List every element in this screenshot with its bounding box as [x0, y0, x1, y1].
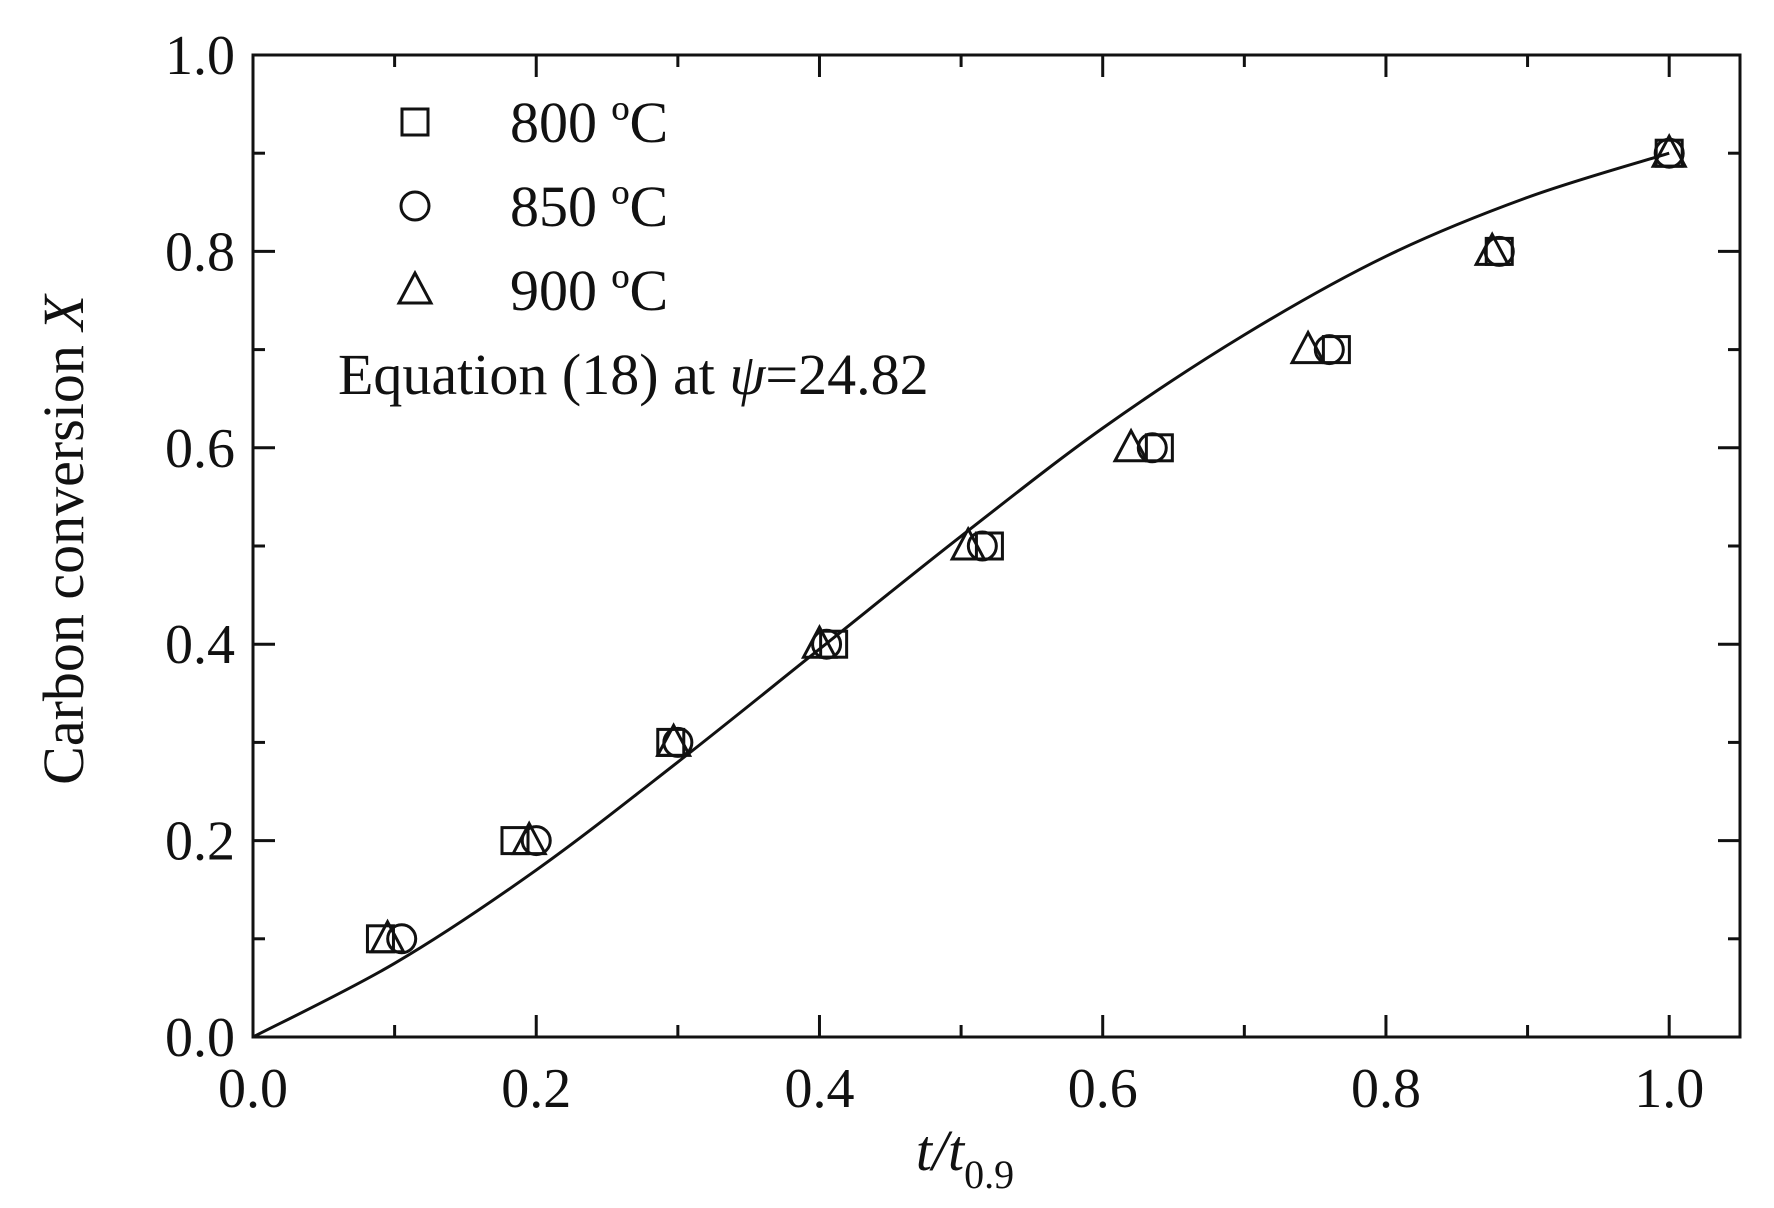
y-tick-label: 0.4: [165, 614, 235, 676]
legend-label-equation: Equation (18) at ψ=24.82: [338, 342, 929, 407]
x-tick-label: 1.0: [1634, 1058, 1704, 1120]
y-tick-label: 0.8: [165, 221, 235, 283]
data-point-triangle: [369, 918, 407, 954]
y-axis-label: Carbon conversion X: [31, 293, 96, 785]
data-point-circle: [1313, 334, 1345, 366]
y-axis-label-main: Carbon conversion: [31, 331, 96, 785]
data-point-triangle: [1289, 329, 1327, 365]
legend: 800 ºC 850 ºC 900 ºC Equation (18) at ψ=24.…: [338, 90, 929, 407]
x-tick-label: 0.0: [218, 1058, 288, 1120]
legend-label: 800 ºC: [510, 90, 668, 155]
y-tick-label: 0.0: [165, 1007, 235, 1069]
x-tick-label: 0.2: [501, 1058, 571, 1120]
legend-label-part: =24.82: [765, 342, 928, 407]
x-axis-label-subscript: 0.9: [964, 1152, 1014, 1197]
x-axis-label-main: t/t: [916, 1118, 966, 1183]
legend-label-part: Equation (18) at: [338, 342, 729, 407]
plot-area: 0.0 0.2 0.4 0.6 0.8 1.0 0.0 0.2 0.4 0.6 0.8 1.0: [165, 25, 1742, 1120]
x-tick-label: 0.8: [1351, 1058, 1421, 1120]
data-point-triangle: [1473, 231, 1511, 266]
y-axis-label-italic: X: [31, 293, 96, 333]
data-point-triangle: [1650, 133, 1688, 168]
data-point-square: [1144, 433, 1174, 463]
data-point-square: [974, 531, 1004, 561]
x-tick-label: 0.4: [784, 1058, 854, 1120]
legend-label: 850 ºC: [510, 174, 668, 239]
data-point-triangle: [949, 525, 987, 561]
data-point-triangle: [1112, 427, 1150, 463]
legend-label-part: ψ: [729, 342, 766, 407]
legend-marker-triangle: [396, 269, 434, 305]
legend-marker-square: [400, 107, 430, 137]
data-point-triangle: [655, 722, 693, 757]
series-curve-equation-18: [252, 151, 1670, 1039]
legend-label: 900 ºC: [510, 258, 668, 323]
data-point-triangle: [510, 820, 548, 856]
x-tick-label: 0.6: [1068, 1058, 1138, 1120]
data-point-square: [1321, 335, 1351, 365]
y-tick-label: 1.0: [165, 25, 235, 87]
legend-marker-circle: [399, 190, 431, 222]
x-axis-label: t/t0.9: [916, 1118, 1014, 1197]
data-point-circle: [1136, 432, 1168, 464]
y-tick-label: 0.6: [165, 418, 235, 480]
y-tick-label: 0.2: [165, 811, 235, 873]
